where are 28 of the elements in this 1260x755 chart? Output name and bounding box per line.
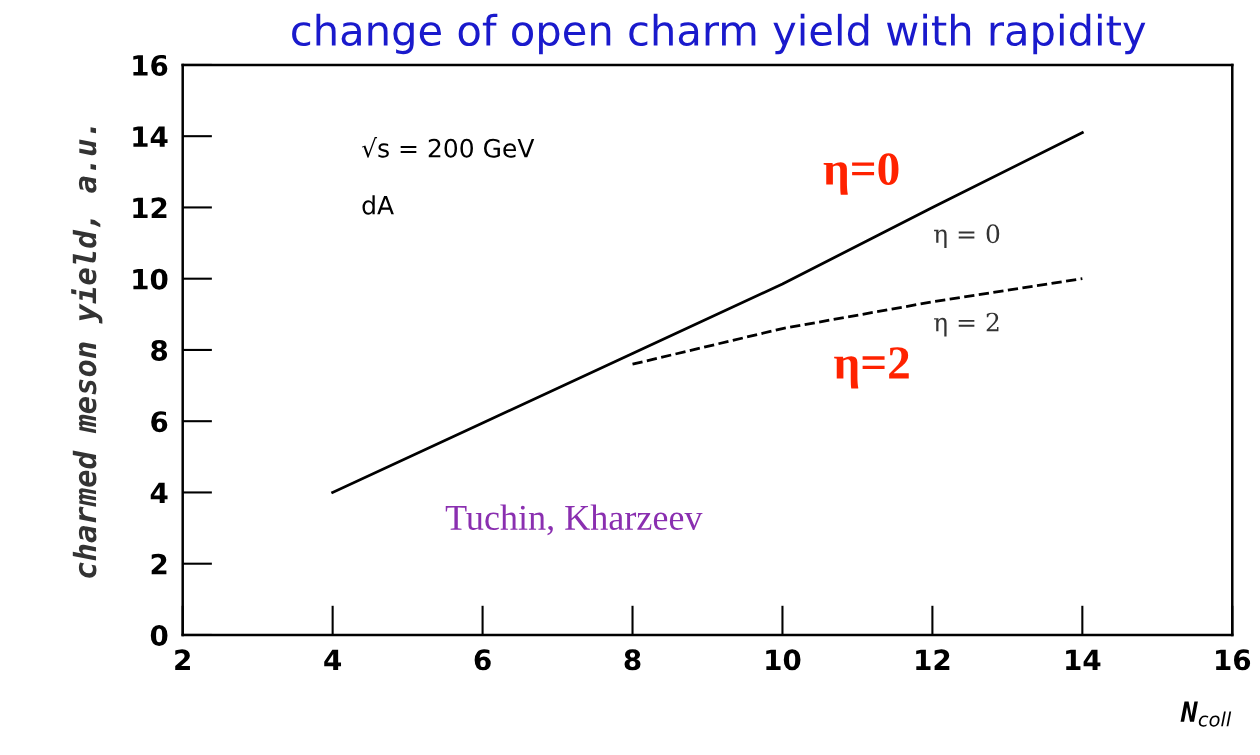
y-tick-label: 14 bbox=[133, 126, 168, 147]
annotation: √s = 200 GeV bbox=[361, 137, 535, 158]
chart-title: change of open charm yield with rapidity bbox=[292, 13, 1146, 55]
annotation: η = 2 bbox=[934, 312, 999, 337]
y-tick-label: 6 bbox=[151, 411, 168, 433]
y-tick-label: 2 bbox=[151, 553, 167, 575]
y-tick-label: 16 bbox=[133, 54, 168, 76]
x-tick-label: 16 bbox=[1216, 649, 1251, 671]
x-tick-label: 10 bbox=[766, 649, 801, 671]
x-tick-label: 6 bbox=[474, 649, 491, 671]
annotation: η = 0 bbox=[934, 224, 1000, 249]
y-tick-label: 4 bbox=[150, 482, 168, 503]
x-tick-label: 12 bbox=[916, 649, 950, 670]
y-tick-label: 12 bbox=[133, 197, 167, 218]
x-tick-label: 8 bbox=[624, 649, 641, 671]
x-tick-label: 2 bbox=[175, 649, 190, 670]
y-tick-label: 10 bbox=[133, 268, 168, 290]
annotation: η=2 bbox=[834, 347, 909, 389]
x-tick-label: 14 bbox=[1066, 649, 1101, 670]
annotation: Tuchin, Kharzeev bbox=[445, 504, 703, 536]
x-axis-title: N$_{coll}$ bbox=[1180, 701, 1232, 727]
x-tick-label: 4 bbox=[324, 649, 342, 670]
y-tick-label: 0 bbox=[150, 624, 168, 646]
annotation: dA bbox=[362, 195, 394, 215]
annotation: η=0 bbox=[823, 153, 899, 195]
y-tick-label: 8 bbox=[151, 339, 168, 361]
y-axis-title: charmed meson yield, a.u. bbox=[71, 127, 103, 578]
line-series bbox=[331, 131, 1084, 494]
